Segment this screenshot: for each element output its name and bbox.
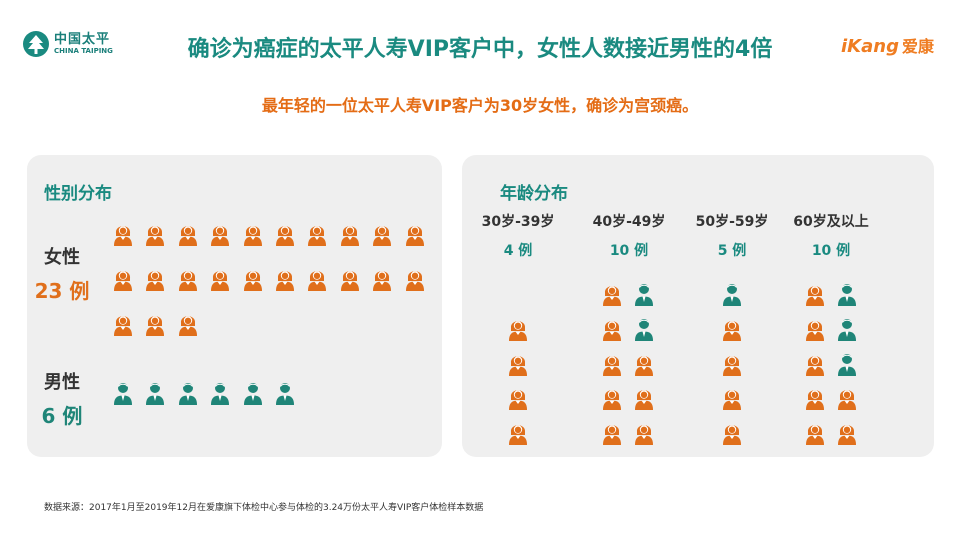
male-person-icon [633, 281, 655, 307]
female-label: 女性 [44, 247, 80, 268]
female-person-icon [112, 311, 134, 337]
female-person-icon [371, 221, 393, 247]
gender-panel-title: 性别分布 [44, 184, 112, 204]
male-count: 6 例 [41, 404, 83, 428]
female-person-icon [601, 351, 623, 377]
female-person-icon [836, 420, 858, 446]
age-label-40s: 40岁-49岁 [592, 214, 666, 230]
female-person-icon [274, 221, 296, 247]
age-column-50s: 50岁-59岁 5 例 [690, 211, 774, 260]
female-person-icon [601, 281, 623, 307]
female-person-icon [601, 385, 623, 411]
female-count: 23 例 [34, 279, 90, 303]
page-subtitle: 最年轻的一位太平人寿VIP客户为30岁女性，确诊为宫颈癌。 [261, 96, 699, 115]
age-column-60plus: 60岁及以上 10 例 [789, 211, 873, 260]
male-person-icon [836, 316, 858, 342]
age-count-50s: 5 例 [717, 243, 747, 259]
male-person-icon [633, 316, 655, 342]
female-person-icon [306, 266, 328, 292]
female-person-icon [507, 385, 529, 411]
male-person-icon [836, 281, 858, 307]
age-panel-title: 年龄分布 [500, 184, 568, 204]
female-person-icon [144, 266, 166, 292]
female-person-icon [177, 311, 199, 337]
male-person-icon [721, 281, 743, 307]
logo-left-cn: 中国太平 [54, 32, 111, 47]
female-person-icon [633, 351, 655, 377]
female-person-icon [177, 221, 199, 247]
male-person-icon [144, 380, 166, 406]
china-taiping-logo: 中国太平 CHINA TAIPING [22, 30, 113, 58]
female-person-icon [721, 316, 743, 342]
age-label-50s: 50岁-59岁 [695, 214, 769, 230]
gender-distribution-panel: 性别分布 女性 23 例 男性 6 例 [27, 155, 442, 457]
female-person-icon [144, 221, 166, 247]
female-person-icon [507, 420, 529, 446]
age-distribution-panel: 年龄分布 30岁-39岁 4 例 40岁-49岁 10 例 50岁-59岁 5 … [462, 155, 934, 457]
female-person-icon [804, 420, 826, 446]
ikang-brand: iKang [841, 36, 899, 57]
male-person-icon [112, 380, 134, 406]
ikang-cn: 爱康 [901, 37, 934, 56]
female-person-icon [601, 420, 623, 446]
male-label: 男性 [44, 372, 80, 393]
female-person-icon [112, 221, 134, 247]
male-person-icon [177, 380, 199, 406]
female-person-icon [404, 266, 426, 292]
female-person-icon [804, 316, 826, 342]
female-person-icon [274, 266, 296, 292]
female-person-icon [112, 266, 134, 292]
age-label-60plus: 60岁及以上 [793, 214, 869, 230]
female-person-icon [177, 266, 199, 292]
female-person-icon [721, 385, 743, 411]
logo-left-en: CHINA TAIPING [54, 47, 113, 55]
female-person-icon [242, 221, 264, 247]
female-person-icon [339, 266, 361, 292]
female-person-icon [721, 420, 743, 446]
age-count-60plus: 10 例 [811, 243, 851, 259]
female-person-icon [633, 385, 655, 411]
female-person-icon [721, 351, 743, 377]
female-person-icon [371, 266, 393, 292]
female-person-icon [339, 221, 361, 247]
data-source-note: 数据来源：2017年1月至2019年12月在爱康旗下体检中心参与体检的3.24万… [44, 503, 484, 513]
male-person-icon [274, 380, 296, 406]
female-person-icon [836, 385, 858, 411]
female-person-icon [633, 420, 655, 446]
age-column-40s: 40岁-49岁 10 例 [587, 211, 671, 260]
age-count-40s: 10 例 [609, 243, 649, 259]
female-person-icon [306, 221, 328, 247]
age-count-30s: 4 例 [503, 243, 533, 259]
male-person-icon [242, 380, 264, 406]
female-person-icon [404, 221, 426, 247]
age-label-30s: 30岁-39岁 [481, 214, 555, 230]
female-person-icon [209, 266, 231, 292]
female-person-icon [804, 281, 826, 307]
female-person-icon [601, 316, 623, 342]
male-person-icon [836, 351, 858, 377]
age-column-30s: 30岁-39岁 4 例 [476, 211, 560, 260]
female-person-icon [804, 351, 826, 377]
female-person-icon [209, 221, 231, 247]
male-person-icon [209, 380, 231, 406]
female-person-icon [804, 385, 826, 411]
female-person-icon [242, 266, 264, 292]
female-person-icon [507, 316, 529, 342]
page-title: 确诊为癌症的太平人寿VIP客户中，女性人数接近男性的4倍 [187, 37, 773, 62]
female-person-icon [507, 351, 529, 377]
ikang-logo: iKang 爱康 [841, 33, 934, 57]
taiping-emblem-icon [23, 31, 49, 57]
female-person-icon [144, 311, 166, 337]
